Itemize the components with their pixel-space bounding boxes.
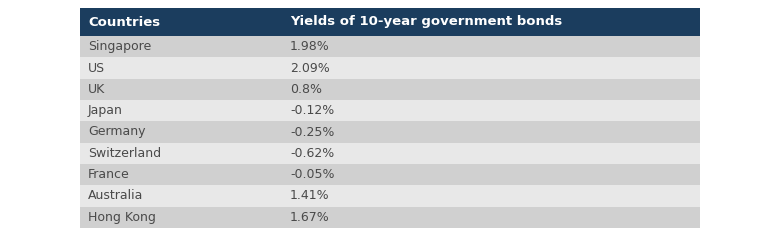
Text: Australia: Australia bbox=[88, 190, 144, 202]
Bar bbox=[80, 79, 700, 100]
Text: 1.41%: 1.41% bbox=[290, 190, 330, 202]
Text: -0.62%: -0.62% bbox=[290, 147, 335, 160]
Text: US: US bbox=[88, 62, 105, 75]
Bar bbox=[80, 185, 700, 207]
Text: 1.67%: 1.67% bbox=[290, 211, 330, 224]
Text: France: France bbox=[88, 168, 129, 181]
Bar bbox=[80, 36, 700, 57]
Bar bbox=[80, 57, 700, 79]
Text: Japan: Japan bbox=[88, 104, 123, 117]
Text: Countries: Countries bbox=[88, 16, 160, 29]
Text: Singapore: Singapore bbox=[88, 40, 151, 53]
Bar bbox=[80, 164, 700, 185]
Bar bbox=[80, 100, 700, 121]
Bar bbox=[80, 143, 700, 164]
Text: 0.8%: 0.8% bbox=[290, 83, 322, 96]
Text: Germany: Germany bbox=[88, 126, 146, 139]
Text: Hong Kong: Hong Kong bbox=[88, 211, 156, 224]
Bar bbox=[80, 8, 700, 36]
Text: Yields of 10-year government bonds: Yields of 10-year government bonds bbox=[290, 16, 562, 29]
Text: Switzerland: Switzerland bbox=[88, 147, 161, 160]
Text: -0.25%: -0.25% bbox=[290, 126, 335, 139]
Text: 1.98%: 1.98% bbox=[290, 40, 330, 53]
Text: -0.05%: -0.05% bbox=[290, 168, 335, 181]
Text: -0.12%: -0.12% bbox=[290, 104, 335, 117]
Bar bbox=[80, 207, 700, 228]
Text: UK: UK bbox=[88, 83, 105, 96]
Bar bbox=[80, 121, 700, 143]
Text: 2.09%: 2.09% bbox=[290, 62, 330, 75]
